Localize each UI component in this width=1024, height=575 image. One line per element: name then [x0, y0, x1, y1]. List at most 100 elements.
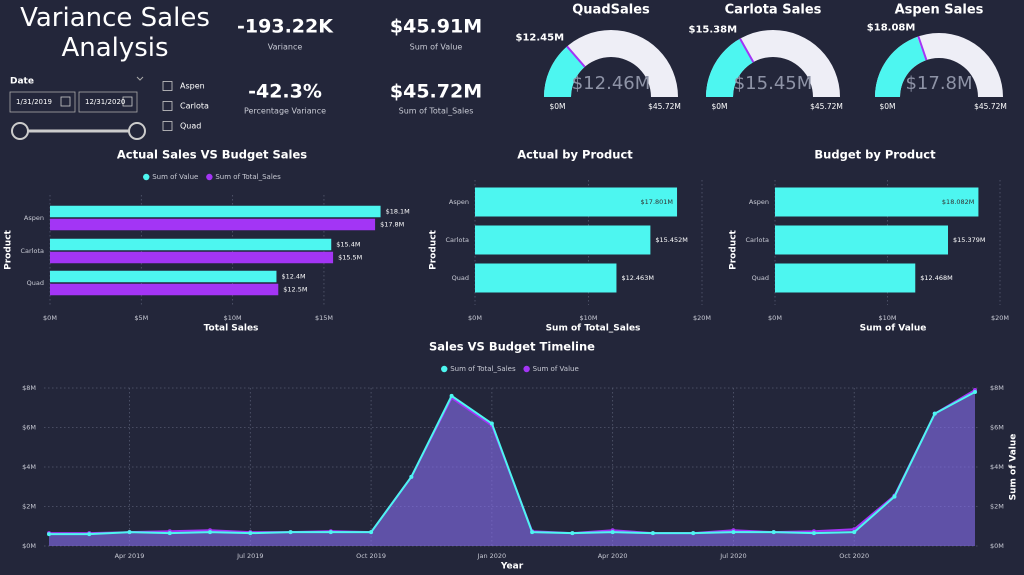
y2-tick-label: $0M — [990, 542, 1004, 550]
y-tick-label: $8M — [22, 384, 36, 392]
gauge-target-label: $15.38M — [689, 25, 738, 36]
gauge-range-label: $45.72M — [810, 102, 843, 111]
y-tick-label: Aspen — [449, 198, 469, 206]
y-tick-label: Quad — [452, 274, 469, 282]
checkbox[interactable] — [162, 81, 173, 91]
calendar-icon[interactable] — [122, 96, 133, 107]
bar-value-label: $15.4M — [336, 241, 360, 249]
point — [369, 530, 374, 535]
point — [328, 530, 333, 535]
legend-swatch — [143, 173, 150, 181]
bar — [50, 251, 334, 264]
legend-swatch — [206, 173, 213, 181]
bar — [50, 270, 277, 283]
gauge-value — [544, 46, 585, 97]
point — [489, 421, 494, 426]
point — [811, 531, 816, 536]
legend: Sum of Total_Sales Sum of Value — [441, 365, 579, 373]
y-axis-title: Product — [4, 229, 14, 269]
gauge-title: Carlota Sales — [725, 3, 822, 18]
area — [49, 389, 975, 546]
point — [852, 530, 857, 535]
gauge-value-label: $17.8M — [905, 73, 972, 94]
bar — [775, 263, 916, 293]
point — [449, 393, 454, 398]
checkbox[interactable] — [162, 121, 173, 131]
point — [973, 389, 977, 394]
gauge-title: QuadSales — [572, 3, 650, 18]
x-tick-label: Jul 2020 — [719, 552, 746, 560]
bar-value-label: $12.4M — [281, 273, 305, 281]
bar — [475, 225, 651, 255]
x-tick-label: Jul 2019 — [236, 552, 263, 560]
gauge-range-label: $0M — [711, 102, 727, 111]
bar-value-label: $15.379M — [953, 236, 986, 244]
point — [731, 530, 736, 535]
bar — [475, 187, 678, 217]
bar-value-label: $17.8M — [380, 221, 404, 229]
gauge-value — [706, 38, 754, 97]
point — [167, 531, 172, 536]
bar — [50, 283, 279, 296]
x-tick-label: $5M — [134, 314, 148, 322]
legend-swatch — [441, 365, 448, 373]
filter-label: Date — [10, 77, 34, 87]
x-tick-label: $0M — [43, 314, 57, 322]
gauge-title: Aspen Sales — [895, 3, 984, 18]
point — [87, 532, 92, 537]
chart-title: Budget by Product — [814, 148, 936, 162]
product-option[interactable]: Aspen — [180, 82, 205, 91]
slider-handle[interactable] — [11, 122, 29, 140]
start-date[interactable]: 1/31/2019 — [16, 98, 52, 106]
start-date-box[interactable] — [9, 91, 76, 113]
slider-handle[interactable] — [128, 122, 146, 140]
point — [409, 474, 414, 479]
gauge-target-label: $12.45M — [516, 32, 565, 43]
gauge-target — [917, 36, 928, 61]
legend-label: Sum of Total_Sales — [215, 173, 281, 181]
bar — [50, 238, 332, 251]
end-date-box[interactable] — [78, 91, 138, 113]
product-option[interactable]: Carlota — [180, 102, 209, 111]
point — [127, 530, 132, 535]
gauge-range-label: $45.72M — [974, 102, 1007, 111]
chart-title: Actual by Product — [517, 148, 633, 162]
legend-label: Sum of Total_Sales — [450, 365, 516, 373]
point — [248, 531, 253, 536]
gauge-range-label: $0M — [879, 102, 895, 111]
bar — [775, 225, 949, 255]
y2-tick-label: $8M — [990, 384, 1004, 392]
dashboard-title: Variance Sales Analysis — [20, 3, 210, 63]
x-axis-title: Sum of Value — [860, 324, 927, 334]
point — [932, 411, 937, 416]
kpi-value: $45.72M — [390, 81, 482, 103]
kpi-value: -42.3% — [248, 81, 322, 103]
legend-label: Sum of Value — [533, 365, 579, 373]
y-tick-label: Quad — [752, 274, 769, 282]
dropdown-chevron[interactable] — [136, 76, 144, 81]
gauge-value — [875, 36, 926, 97]
gauge-value-label: $12.46M — [572, 73, 651, 94]
kpi-label: Variance — [268, 43, 303, 52]
calendar-icon[interactable] — [60, 96, 71, 107]
y-tick-label: Quad — [27, 279, 44, 287]
kpi-value: -193.22K — [237, 16, 334, 38]
gauge-target — [739, 38, 755, 63]
bar-value-label: $12.463M — [621, 274, 654, 282]
checkbox[interactable] — [162, 101, 173, 111]
kpi-value: $45.91M — [390, 16, 482, 38]
gauge-range-label: $45.72M — [648, 102, 681, 111]
product-option[interactable]: Quad — [180, 122, 201, 131]
y-tick-label: Carlota — [745, 236, 769, 244]
bar-value-label: $12.468M — [920, 274, 953, 282]
end-date[interactable]: 12/31/2020 — [85, 98, 125, 106]
y-axis-title: Product — [429, 229, 439, 269]
y-tick-label: $2M — [22, 503, 36, 511]
y-axis-title: Product — [729, 229, 739, 269]
x-tick-label: $10M — [224, 314, 242, 322]
x-tick-label: $15M — [315, 314, 333, 322]
y-tick-label: Aspen — [24, 214, 44, 222]
y-tick-label: $0M — [22, 542, 36, 550]
gauge-value-label: $15.45M — [734, 73, 813, 94]
point — [691, 531, 696, 536]
